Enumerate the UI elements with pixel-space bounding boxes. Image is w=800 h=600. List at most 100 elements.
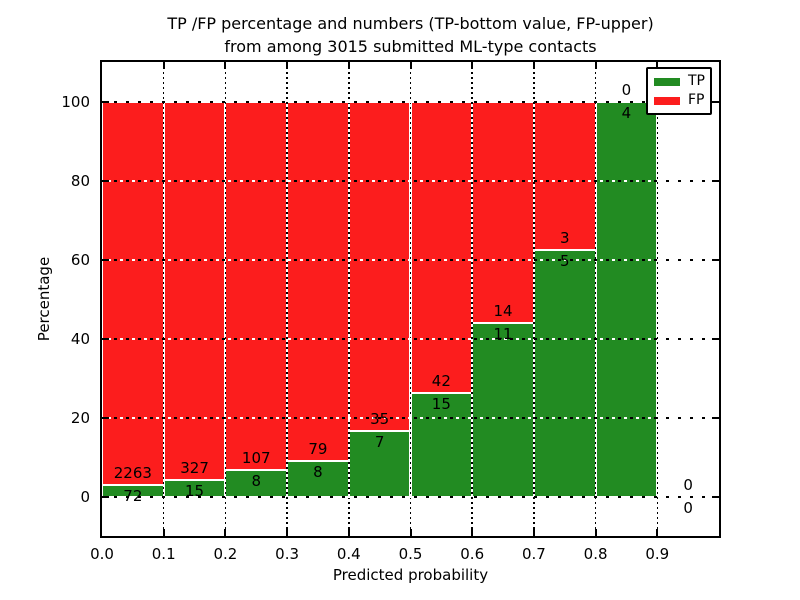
tp-bar-segment	[348, 431, 411, 497]
plot-area: 2263 72 327 15 107 8 79 8 35 7 42 15 14 11 3 5 0 4 0 0 0 20 4…	[61, 60, 721, 563]
tp-count-label: 11	[493, 325, 513, 344]
tp-count-label: 72	[123, 486, 143, 505]
tp-count-label: 15	[185, 481, 205, 500]
fp-count-label: 14	[493, 302, 513, 321]
vertical-gridline	[286, 62, 288, 536]
legend-label-tp: TP	[688, 73, 705, 89]
x-tick-label: 0.8	[583, 545, 608, 563]
x-tick-label: 0.4	[336, 545, 361, 563]
tp-bar-segment	[595, 102, 658, 497]
chart-title-line2: from among 3015 submitted ML-type contac…	[224, 37, 597, 56]
vertical-gridline	[533, 62, 535, 536]
y-axis-tick-right	[712, 496, 719, 498]
fp-bar-segment	[410, 102, 473, 394]
y-tick-label: 80	[70, 172, 90, 190]
tp-bar-segment	[287, 460, 349, 497]
x-axis-tick	[656, 529, 659, 536]
y-axis-tick-right	[712, 338, 719, 340]
fp-count-label: 79	[308, 439, 328, 458]
x-axis-tick-top	[471, 62, 474, 69]
x-tick-label: 0.7	[521, 545, 546, 563]
x-axis-tick	[471, 529, 474, 536]
vertical-gridline	[594, 62, 597, 536]
tp-count-label: 8	[251, 471, 262, 490]
x-axis-tick-top	[656, 62, 659, 69]
x-tick-label: 0.5	[398, 545, 423, 563]
fp-bar-segment	[287, 102, 349, 461]
fp-count-label: 107	[241, 448, 271, 467]
x-axis-tick	[594, 529, 597, 536]
legend-label-fp: FP	[688, 92, 705, 108]
x-axis-tick-top	[286, 62, 289, 69]
fp-bar-segment	[348, 102, 411, 432]
tp-color-swatch	[654, 77, 680, 86]
x-axis-tick-top	[347, 62, 350, 69]
x-axis-tick-top	[594, 62, 597, 69]
y-axis-tick-right	[712, 417, 719, 419]
y-tick-label: 20	[70, 409, 90, 427]
tp-bar-segment	[533, 250, 596, 497]
horizontal-gridline	[102, 180, 719, 182]
horizontal-gridline	[102, 496, 719, 498]
vertical-gridline	[224, 62, 227, 536]
x-axis-tick-top	[532, 62, 535, 69]
y-axis-tick	[102, 338, 109, 340]
x-axis-tick	[162, 529, 165, 536]
vertical-gridline	[348, 62, 350, 536]
x-axis-tick-top	[224, 62, 227, 69]
horizontal-gridline	[102, 417, 719, 419]
tp-count-label: 5	[559, 252, 570, 271]
x-axis-tick-top	[409, 62, 412, 69]
fp-count-label: 327	[180, 458, 209, 477]
tp-count-label: 4	[621, 104, 632, 122]
y-tick-label: 100	[61, 93, 90, 111]
fp-bar-segment	[472, 102, 534, 324]
x-tick-label: 0.2	[213, 545, 238, 563]
y-axis-tick-right	[712, 259, 719, 261]
tp-count-label: 8	[313, 462, 323, 481]
x-axis-tick	[409, 529, 412, 536]
horizontal-gridline	[102, 101, 719, 103]
tp-bar-segment	[472, 323, 534, 497]
fp-count-label: 42	[431, 372, 451, 391]
y-axis-tick	[102, 417, 109, 419]
x-axis-tick	[532, 529, 535, 536]
fp-count-label: 35	[370, 410, 390, 429]
y-axis-tick-right	[712, 180, 719, 182]
fp-count-label: 2263	[113, 463, 152, 482]
fp-bar-segment	[225, 102, 288, 470]
vertical-gridline	[409, 62, 412, 536]
y-tick-label: 40	[70, 330, 90, 348]
fp-bar-segment	[533, 102, 596, 251]
x-axis-label: Predicted probability	[332, 566, 489, 584]
legend-item-fp: FP	[654, 92, 705, 108]
chart-title: TP /FP percentage and numbers (TP-bottom…	[100, 12, 721, 58]
x-tick-label: 0.3	[275, 545, 300, 563]
x-axis-tick-top	[162, 62, 165, 69]
x-tick-label: 0.0	[90, 545, 114, 563]
vertical-gridline	[471, 62, 473, 536]
fp-bar-segment	[163, 102, 226, 480]
tp-count-label: 0	[683, 499, 693, 517]
x-tick-label: 0.6	[460, 545, 485, 563]
y-axis-tick	[102, 259, 109, 261]
legend: TP FP	[646, 67, 712, 115]
chart-title-line1: TP /FP percentage and numbers (TP-bottom…	[167, 14, 654, 33]
x-axis-tick	[224, 529, 227, 536]
fp-count-label: 3	[559, 229, 570, 248]
tp-count-label: 15	[431, 395, 451, 414]
x-tick-label: 0.9	[645, 545, 670, 563]
tp-count-label: 7	[374, 433, 385, 452]
x-tick-label: 0.1	[151, 545, 176, 563]
y-axis-label: Percentage	[35, 256, 53, 342]
horizontal-gridline	[102, 338, 719, 340]
y-axis-tick	[102, 496, 109, 498]
y-axis-tick	[102, 180, 109, 182]
y-axis-tick	[102, 101, 109, 103]
fp-bar-segment	[102, 102, 164, 485]
fp-count-label: 0	[683, 476, 693, 494]
y-tick-label: 0	[80, 488, 90, 506]
legend-item-tp: TP	[654, 73, 705, 89]
x-axis-tick	[347, 529, 350, 536]
